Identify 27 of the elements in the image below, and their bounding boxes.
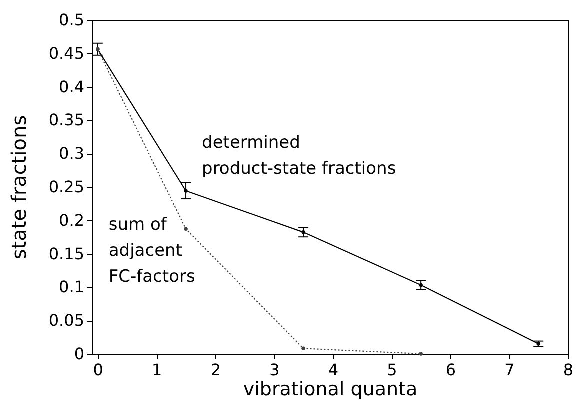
y-tick-label: 0.4 [59,77,84,96]
x-axis-title: vibrational quanta [243,378,418,400]
y-tick-label: 0.5 [59,10,84,30]
x-tick-label: 7 [504,360,515,380]
y-tick-label: 0.35 [48,110,84,130]
series-label: determined product-state fractions [202,133,396,180]
y-tick-label: 0.2 [59,210,84,230]
series-label: sum of adjacent FC-factors [108,215,196,288]
y-tick-label: 0.05 [48,311,84,330]
x-tick-label: 2 [210,360,221,380]
y-tick-label: 0.45 [48,44,84,63]
y-tick-label: 0.1 [59,278,84,297]
y-tick-label: 0.15 [48,244,84,264]
point [184,227,188,231]
y-axis-title: state fractions [6,115,31,260]
x-tick-label: 6 [446,360,456,380]
y-tick-label: 0.25 [48,178,84,196]
x-tick-label: 8 [563,360,574,380]
point [302,346,306,351]
x-tick-label: 0 [93,360,104,380]
x-tick-label: 1 [152,360,162,380]
point [419,352,423,356]
y-tick-label: 0.3 [59,144,84,164]
y-tick-label: 0 [74,344,84,364]
x-tick-label: 5 [387,360,398,380]
x-tick-label: 4 [328,360,339,380]
x-tick-label: 3 [270,360,280,380]
